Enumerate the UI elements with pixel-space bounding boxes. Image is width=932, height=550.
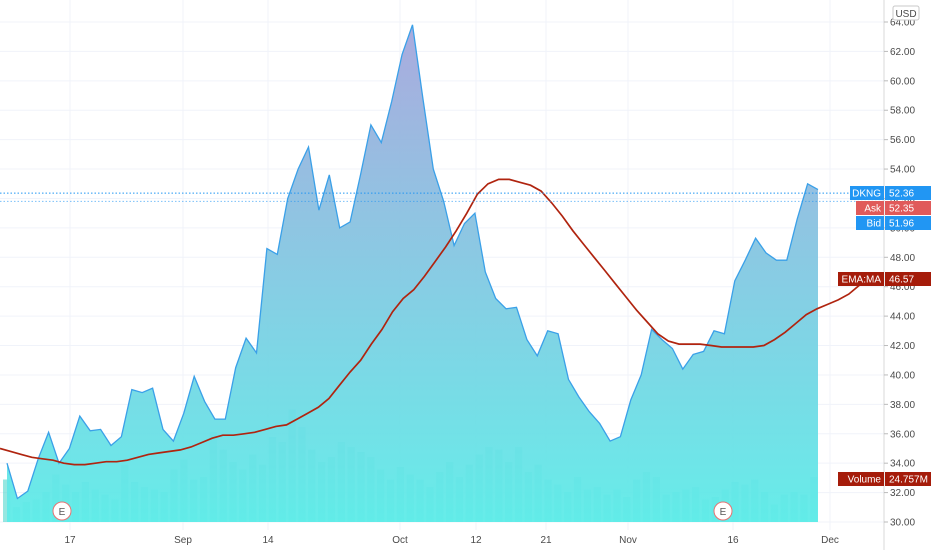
x-tick-label: 16 — [727, 535, 739, 546]
volume-tag-label-box — [838, 472, 884, 486]
volume-tag: Volume 24.757M — [838, 472, 931, 486]
bid-tag: Bid 51.96 — [856, 216, 931, 230]
price-line — [6, 24, 819, 500]
y-tick-label: 30.00 — [890, 518, 915, 529]
earnings-marker[interactable]: E — [713, 501, 733, 521]
y-tick-label: 36.00 — [890, 429, 915, 440]
price-tags: DKNG 52.36 Ask 52.35 Bid 51.96 EMA:MA 46.57 Volu… — [838, 186, 931, 486]
bid-tag-label-box — [856, 216, 884, 230]
ask-tag-label-box — [856, 201, 884, 215]
earnings-letter: E — [59, 507, 66, 518]
price-area-fill — [7, 24, 818, 523]
x-tick-label: 14 — [262, 535, 274, 546]
ema-tag-label: EMA:MA — [842, 275, 882, 286]
y-tick-label: 64.00 — [890, 18, 915, 29]
ema-tag-value-box — [885, 272, 931, 286]
time-axis[interactable]: 17 Sep 14 Oct 12 21 Nov 16 Dec — [64, 535, 838, 546]
y-tick-label: 38.00 — [890, 400, 915, 411]
currency-label: USD — [892, 5, 920, 21]
x-tick-label: 12 — [470, 535, 482, 546]
earnings-circle — [52, 501, 72, 521]
last-price-tag-label-box — [850, 186, 884, 200]
bid-tag-label: Bid — [867, 219, 881, 230]
ema-tag-value: 46.57 — [889, 275, 914, 286]
price-area — [6, 24, 819, 523]
ask-tag-label: Ask — [864, 204, 882, 215]
y-tick-label: 46.00 — [890, 282, 915, 293]
y-tick-label: 44.00 — [890, 312, 915, 323]
y-tick-label: 60.00 — [890, 76, 915, 87]
ask-tag-value-box — [885, 201, 931, 215]
last-price-tag-value: 52.36 — [889, 189, 914, 200]
earnings-letter: E — [720, 507, 727, 518]
y-tick-label: 34.00 — [890, 459, 915, 470]
x-tick-label: 17 — [64, 535, 76, 546]
bid-tag-value: 51.96 — [889, 219, 914, 230]
volume-bar — [3, 479, 11, 522]
volume-tag-value: 24.757M — [889, 475, 928, 486]
earnings-marker[interactable]: E — [52, 501, 72, 521]
ask-tag: Ask 52.35 — [856, 201, 931, 215]
volume-tag-label: Volume — [848, 475, 882, 486]
y-tick-label: 58.00 — [890, 106, 915, 117]
ask-tag-value: 52.35 — [889, 204, 914, 215]
bid-tag-value-box — [885, 216, 931, 230]
x-tick-label: Oct — [392, 535, 408, 546]
x-tick-label: Dec — [821, 535, 839, 546]
last-price-tag-value-box — [885, 186, 931, 200]
y-tick-label: 48.00 — [890, 253, 915, 264]
ema-line — [0, 178, 871, 466]
x-tick-label: Nov — [619, 535, 637, 546]
volume-tag-value-box — [885, 472, 931, 486]
price-level-lines — [0, 192, 884, 202]
ema-tag: EMA:MA 46.57 — [838, 272, 931, 286]
y-tick-label: 42.00 — [890, 341, 915, 352]
currency-text: USD — [895, 9, 916, 20]
last-price-tag-label: DKNG — [852, 189, 881, 200]
y-tick-label: 32.00 — [890, 488, 915, 499]
ema-line-group — [0, 178, 871, 466]
y-tick-label: 54.00 — [890, 165, 915, 176]
earnings-circle — [713, 501, 733, 521]
y-tick-label: 56.00 — [890, 135, 915, 146]
x-tick-label: 21 — [540, 535, 552, 546]
ema-tag-label-box — [838, 272, 884, 286]
last-price-tag: DKNG 52.36 — [850, 186, 931, 200]
x-tick-label: Sep — [174, 535, 192, 546]
y-tick-label: 62.00 — [890, 47, 915, 58]
y-tick-label: 40.00 — [890, 370, 915, 381]
